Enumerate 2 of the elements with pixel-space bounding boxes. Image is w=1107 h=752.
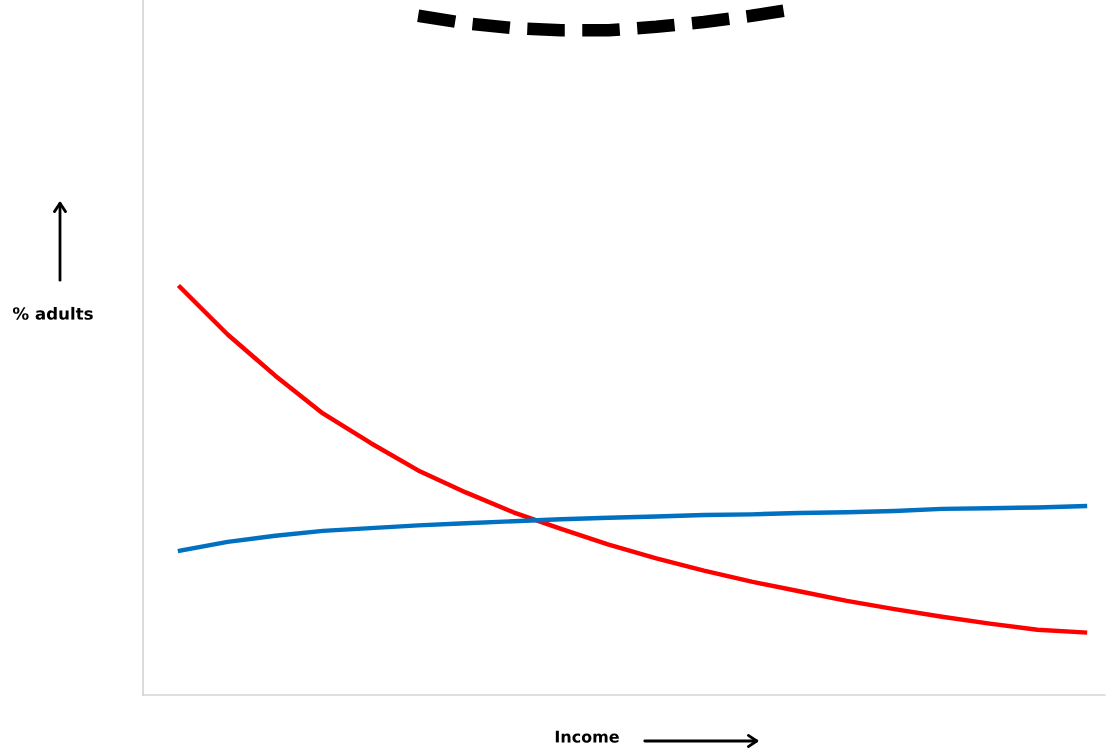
x-axis-title: Income	[555, 730, 619, 743]
y-axis-title: % adults	[12, 306, 93, 320]
